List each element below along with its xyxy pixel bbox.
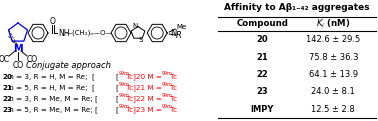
Text: 99m: 99m bbox=[118, 93, 129, 98]
Text: n = 5, R = Me, M = Re; [: n = 5, R = Me, M = Re; [ bbox=[7, 107, 98, 113]
Text: O: O bbox=[50, 18, 56, 26]
Text: 99m: 99m bbox=[118, 82, 129, 87]
Text: NH: NH bbox=[58, 29, 70, 38]
Text: [: [ bbox=[115, 107, 118, 113]
Text: Tc]21 M =: Tc]21 M = bbox=[126, 85, 164, 91]
Text: 20: 20 bbox=[256, 35, 268, 44]
Text: n = 3, R = Me, M = Re; [: n = 3, R = Me, M = Re; [ bbox=[7, 96, 98, 102]
Text: S: S bbox=[139, 37, 143, 43]
Text: Tc: Tc bbox=[170, 107, 177, 113]
Text: —(CH₂)ₙ—O—: —(CH₂)ₙ—O— bbox=[66, 30, 113, 36]
Text: [: [ bbox=[115, 74, 118, 80]
Text: OC: OC bbox=[0, 54, 9, 64]
Text: Compound: Compound bbox=[236, 19, 288, 29]
Text: 64.1 ± 13.9: 64.1 ± 13.9 bbox=[309, 70, 358, 79]
Text: 21: 21 bbox=[256, 53, 268, 62]
Text: R: R bbox=[176, 31, 182, 41]
Text: 99m: 99m bbox=[118, 71, 129, 76]
Text: 142.6 ± 29.5: 142.6 ± 29.5 bbox=[306, 35, 361, 44]
Text: Tc: Tc bbox=[170, 85, 177, 91]
Text: 21: 21 bbox=[2, 85, 12, 91]
Text: $\mathit{K}_\mathit{i}$ (nM): $\mathit{K}_\mathit{i}$ (nM) bbox=[316, 18, 350, 30]
Text: 99m: 99m bbox=[162, 71, 173, 76]
Text: CO: CO bbox=[26, 54, 37, 64]
Text: CO: CO bbox=[12, 60, 23, 69]
Text: [: [ bbox=[115, 85, 118, 91]
Text: 24.0 ± 8.1: 24.0 ± 8.1 bbox=[311, 87, 355, 96]
Text: 23: 23 bbox=[256, 87, 268, 96]
Text: [: [ bbox=[115, 96, 118, 102]
Text: Conjugate approach: Conjugate approach bbox=[26, 61, 110, 71]
Text: Tc]23 M =: Tc]23 M = bbox=[126, 107, 164, 113]
Text: 20: 20 bbox=[2, 74, 12, 80]
Text: n = 3, R = H, M = Re;  [: n = 3, R = H, M = Re; [ bbox=[7, 74, 95, 80]
Text: 99m: 99m bbox=[118, 104, 129, 109]
Text: 22: 22 bbox=[256, 70, 268, 79]
Text: Tc]20 M =: Tc]20 M = bbox=[126, 74, 164, 80]
Text: 12.5 ± 2.8: 12.5 ± 2.8 bbox=[311, 105, 355, 114]
Text: M: M bbox=[13, 44, 23, 54]
Text: 75.8 ± 36.3: 75.8 ± 36.3 bbox=[308, 53, 358, 62]
Text: Affinity to Aβ₁₋₄₂ aggregates: Affinity to Aβ₁₋₄₂ aggregates bbox=[224, 4, 370, 12]
Text: 22: 22 bbox=[2, 96, 12, 102]
Text: n = 5, R = H, M = Re;  [: n = 5, R = H, M = Re; [ bbox=[7, 85, 95, 91]
Text: N: N bbox=[132, 23, 138, 29]
Text: Tc: Tc bbox=[170, 74, 177, 80]
Text: 99m: 99m bbox=[162, 82, 173, 87]
Text: 23: 23 bbox=[2, 107, 12, 113]
Text: Tc: Tc bbox=[170, 96, 177, 102]
Text: Me: Me bbox=[176, 24, 186, 30]
Text: N: N bbox=[170, 29, 177, 38]
Text: 99m: 99m bbox=[162, 93, 173, 98]
Text: IMPY: IMPY bbox=[251, 105, 274, 114]
Text: Tc]22 M =: Tc]22 M = bbox=[126, 96, 164, 102]
Text: 99m: 99m bbox=[162, 104, 173, 109]
